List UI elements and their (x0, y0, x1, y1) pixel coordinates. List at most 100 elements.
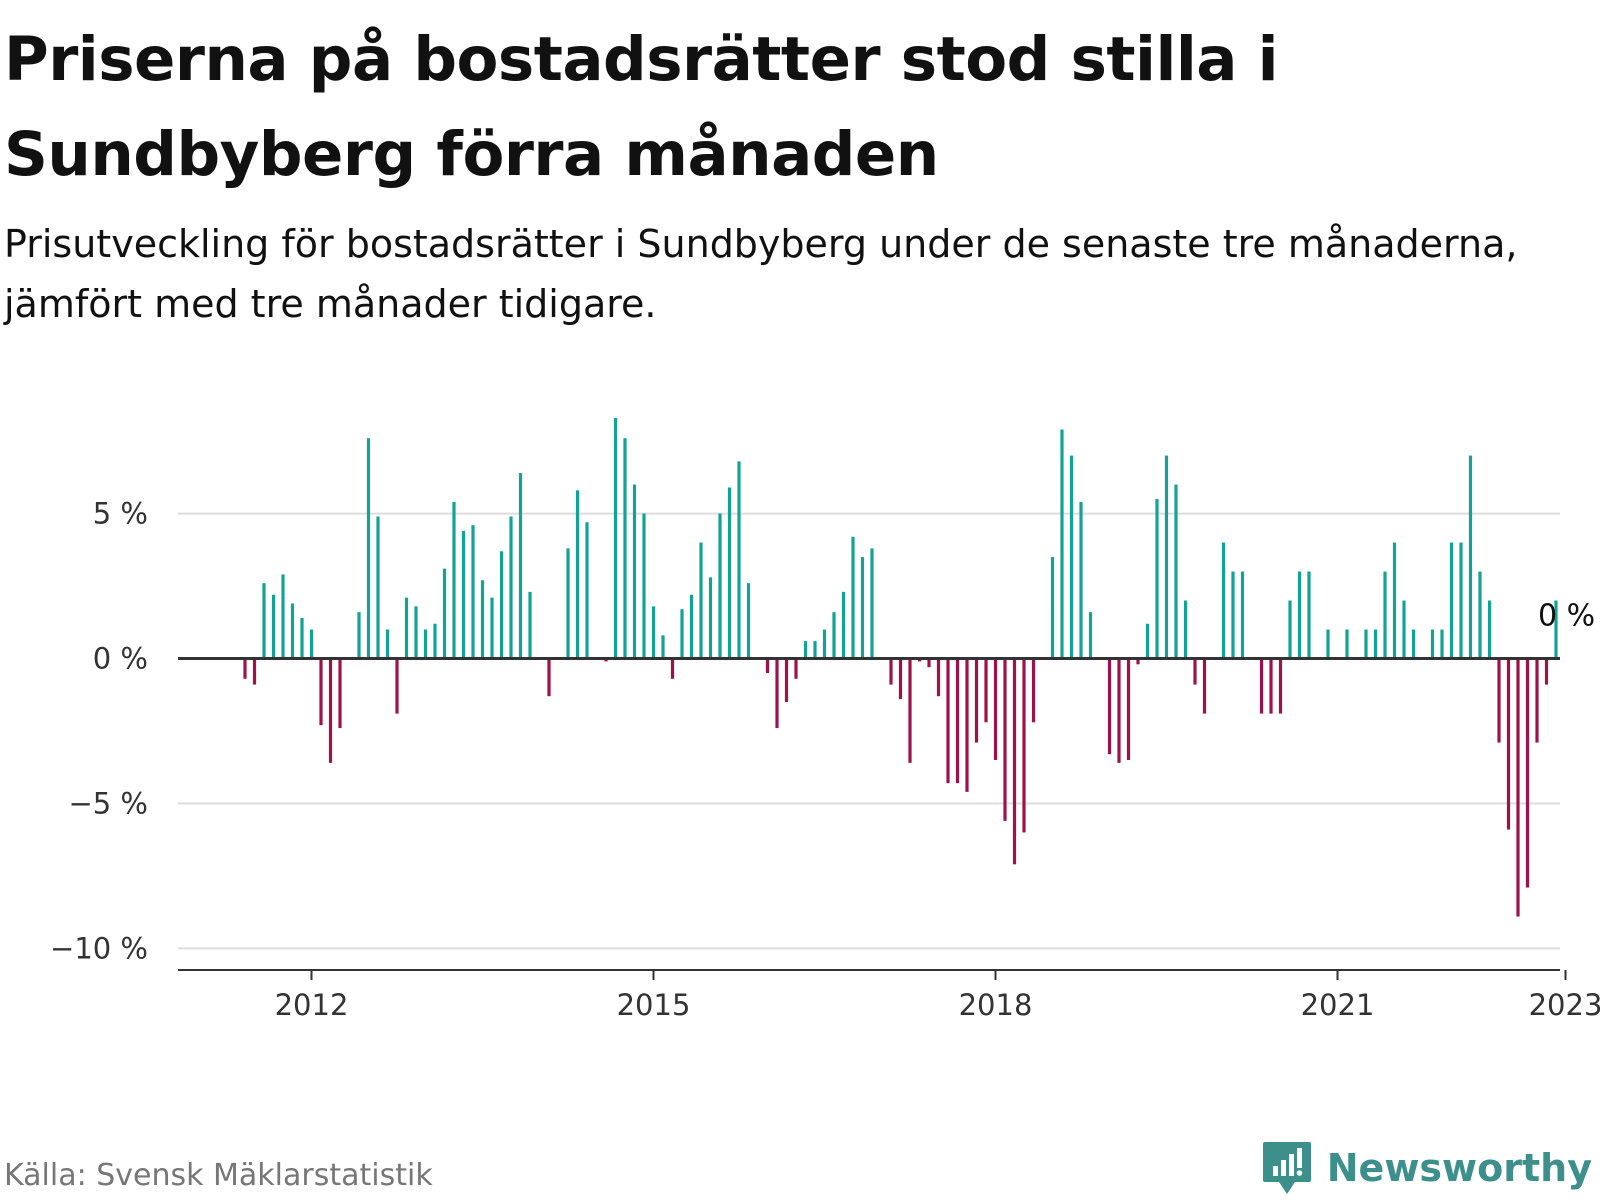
bar (1326, 629, 1330, 659)
bar (1544, 658, 1549, 685)
bar (1107, 658, 1112, 755)
bar (651, 606, 656, 659)
bar (423, 629, 428, 659)
bar (1402, 600, 1406, 659)
bar (338, 658, 342, 729)
bar (1506, 658, 1511, 830)
bar (1060, 429, 1064, 659)
bar (718, 513, 722, 659)
bar (1449, 542, 1454, 659)
chart-title: Priserna på bostadsrätter stod stilla i … (4, 24, 1279, 190)
bar (794, 658, 798, 679)
bar (452, 501, 456, 659)
bar (1411, 629, 1416, 659)
bar (243, 658, 247, 679)
bar (1050, 557, 1055, 659)
bar (1516, 658, 1520, 917)
bar (946, 658, 950, 784)
bar (252, 658, 257, 685)
bar (670, 658, 675, 679)
bar (1136, 658, 1140, 665)
bar (955, 658, 960, 784)
bar (1345, 629, 1349, 659)
bar (1012, 658, 1017, 865)
bar (433, 623, 437, 659)
bar (661, 635, 665, 659)
bar (813, 641, 817, 659)
bar (1430, 629, 1435, 659)
bar (1468, 455, 1473, 659)
bar (1459, 542, 1463, 659)
bar (851, 536, 855, 659)
chart-subtitle: Prisutveckling för bostadsrätter i Sundb… (4, 222, 1518, 326)
bar (1221, 542, 1226, 659)
bar (281, 574, 285, 659)
bar (632, 484, 637, 659)
brand-name: Newsworthy (1326, 1146, 1592, 1190)
bar (870, 548, 874, 659)
bar (528, 591, 532, 659)
bars (178, 417, 1560, 917)
bar (1535, 658, 1539, 743)
bar (1288, 600, 1292, 659)
bar (898, 658, 903, 700)
bar (1297, 571, 1302, 659)
bar (509, 516, 513, 659)
bar (328, 658, 333, 763)
x-tick-label: 2021 (1301, 988, 1375, 1022)
bar (1145, 623, 1150, 659)
newsworthy-logo-icon (1262, 1142, 1311, 1194)
bar (822, 629, 827, 659)
bar (1373, 629, 1378, 659)
bar (642, 513, 646, 659)
bar (737, 461, 741, 659)
x-tick-label: 2023 (1529, 988, 1600, 1022)
bar (357, 612, 361, 659)
bar (1278, 658, 1283, 714)
gridlines (178, 512, 1560, 950)
bar (404, 597, 409, 659)
bar (746, 583, 751, 659)
x-axis: 2012 2015 2018 2021 2023 (178, 969, 1600, 1022)
bar (1364, 629, 1368, 659)
y-tick-label: −10 % (50, 931, 148, 965)
bar (965, 658, 969, 792)
bar (1497, 658, 1501, 743)
bar (1231, 571, 1235, 659)
bar (1478, 571, 1482, 659)
bar (908, 658, 912, 763)
bar (1117, 658, 1121, 763)
bar (376, 516, 380, 659)
bar (1088, 612, 1093, 659)
y-axis-ticks: 5 % 0 % −5 % −10 % (50, 497, 148, 966)
bar (395, 658, 399, 714)
bar (1126, 658, 1131, 760)
x-tick-label: 2015 (617, 988, 691, 1022)
bar (1392, 542, 1397, 659)
bar (490, 597, 494, 659)
source-note: Källa: Svensk Mäklarstatistik (4, 1158, 433, 1193)
bar (1174, 484, 1178, 659)
bar (1164, 455, 1169, 659)
bar (927, 658, 931, 668)
bar (1022, 658, 1026, 833)
bar (366, 438, 371, 659)
bar-chart: 5 % 0 % −5 % −10 % 2012 2015 2018 2021 2023 0 % (50, 417, 1600, 1022)
bar (775, 658, 779, 729)
bar (841, 591, 846, 659)
bar (1193, 658, 1197, 685)
bar (803, 641, 808, 659)
bar (1031, 658, 1036, 723)
bar (414, 606, 418, 659)
bar (680, 609, 684, 659)
bar (689, 594, 694, 659)
bar (1383, 571, 1387, 659)
bar (271, 594, 276, 659)
bar (499, 551, 504, 659)
bar (699, 542, 703, 659)
bar (585, 522, 589, 659)
bar (727, 487, 732, 659)
bar (936, 658, 941, 697)
bar (1525, 658, 1530, 888)
bar (993, 658, 998, 760)
